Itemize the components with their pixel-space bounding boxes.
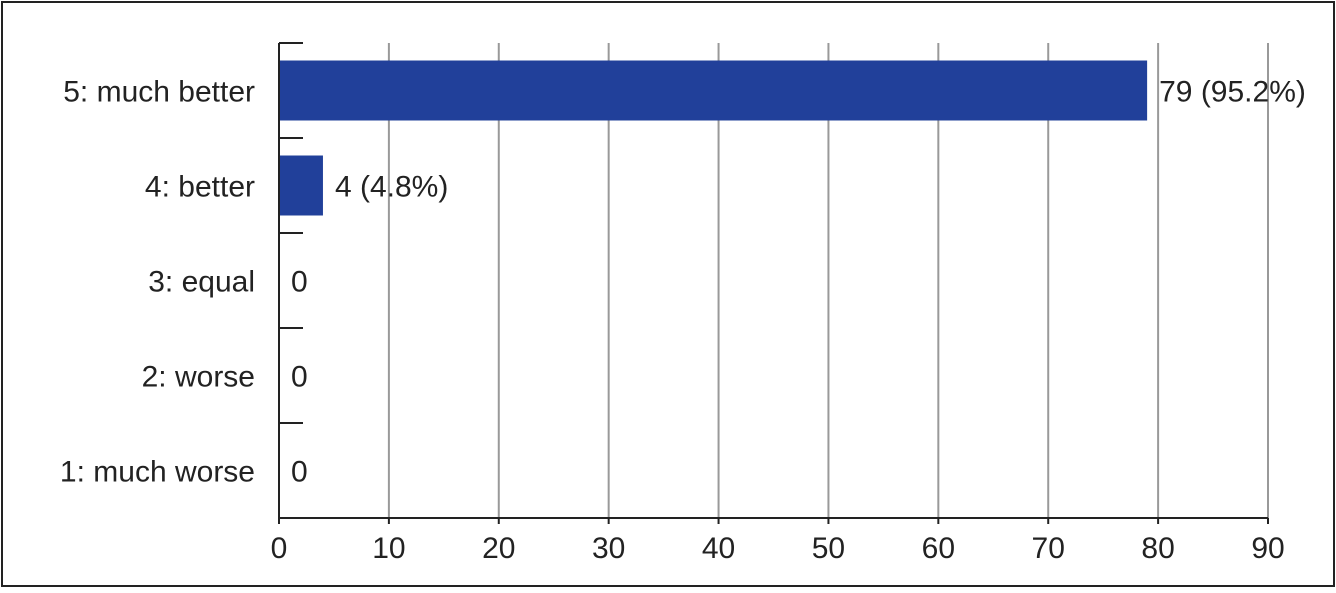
x-tick-label-70: 70: [1032, 532, 1065, 565]
category-label: 3: equal: [148, 266, 255, 299]
x-tick-label-90: 90: [1251, 532, 1284, 565]
category-label: 5: much better: [63, 76, 255, 109]
data-label: 0: [291, 361, 308, 394]
axes: [278, 42, 1269, 524]
labels: 0 10 20 30 40 50 60 70 80 90 5: much better 79 (95.…: [60, 76, 1306, 566]
bar-1: [279, 60, 1148, 121]
bars: [279, 60, 1148, 216]
x-tick-label-50: 50: [812, 532, 845, 565]
x-tick-label-20: 20: [482, 532, 515, 565]
data-label: 0: [291, 266, 308, 299]
x-tick-label-10: 10: [372, 532, 405, 565]
data-label: 0: [291, 456, 308, 489]
bar-2: [279, 155, 323, 216]
category-label: 2: worse: [142, 361, 255, 394]
x-tick-label-60: 60: [922, 532, 955, 565]
gridlines: [387, 43, 1269, 518]
category-label: 4: better: [145, 171, 255, 204]
x-tick-label-30: 30: [592, 532, 625, 565]
x-tick-label-40: 40: [702, 532, 735, 565]
data-label: 79 (95.2%): [1159, 76, 1306, 109]
x-tick-label-80: 80: [1141, 532, 1174, 565]
category-label: 1: much worse: [60, 456, 255, 489]
data-label: 4 (4.8%): [335, 171, 448, 204]
x-tick-label-0: 0: [271, 532, 288, 565]
